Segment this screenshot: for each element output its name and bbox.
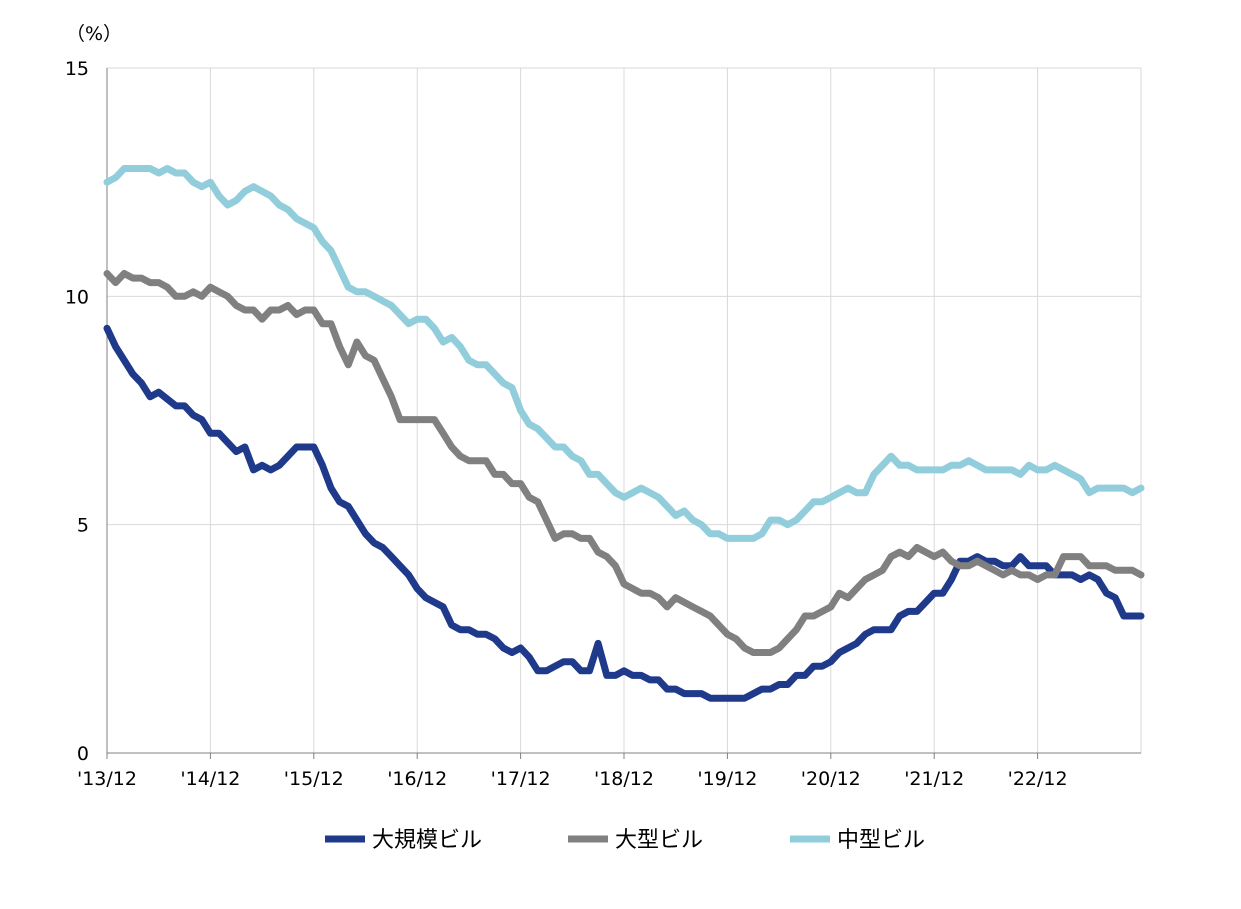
x-tick-label: '21/12 [904, 768, 964, 790]
x-tick-label: '19/12 [697, 768, 757, 790]
x-tick-label: '20/12 [801, 768, 861, 790]
series-line-1 [103, 324, 1145, 702]
x-tick-label: '18/12 [594, 768, 654, 790]
x-tick-label: '15/12 [284, 768, 344, 790]
x-tick-label: '13/12 [77, 768, 137, 790]
y-tick-label: 15 [65, 58, 89, 80]
y-axis-unit-label: （%） [66, 23, 122, 45]
series-lines [103, 165, 1145, 702]
grid-lines [106, 67, 1142, 753]
y-tick-label: 0 [77, 743, 89, 765]
legend-label: 大型ビル [615, 828, 703, 853]
series-line-2 [103, 270, 1145, 656]
y-tick-label: 5 [77, 515, 89, 537]
x-tick-label: '22/12 [1008, 768, 1068, 790]
x-tick-label: '17/12 [491, 768, 551, 790]
legend: 大規模ビル 大型ビル 中型ビル [325, 828, 925, 853]
legend-label: 中型ビル [837, 828, 925, 853]
axes: 0 5 10 15 '13/12 '14/12 '15/12 '16/12 '17/12 '18/… [65, 58, 1141, 790]
series-line-3 [103, 165, 1145, 542]
legend-label: 大規模ビル [372, 828, 482, 853]
x-tick-label: '14/12 [180, 768, 240, 790]
x-tick-label: '16/12 [387, 768, 447, 790]
y-tick-label: 10 [65, 286, 89, 308]
